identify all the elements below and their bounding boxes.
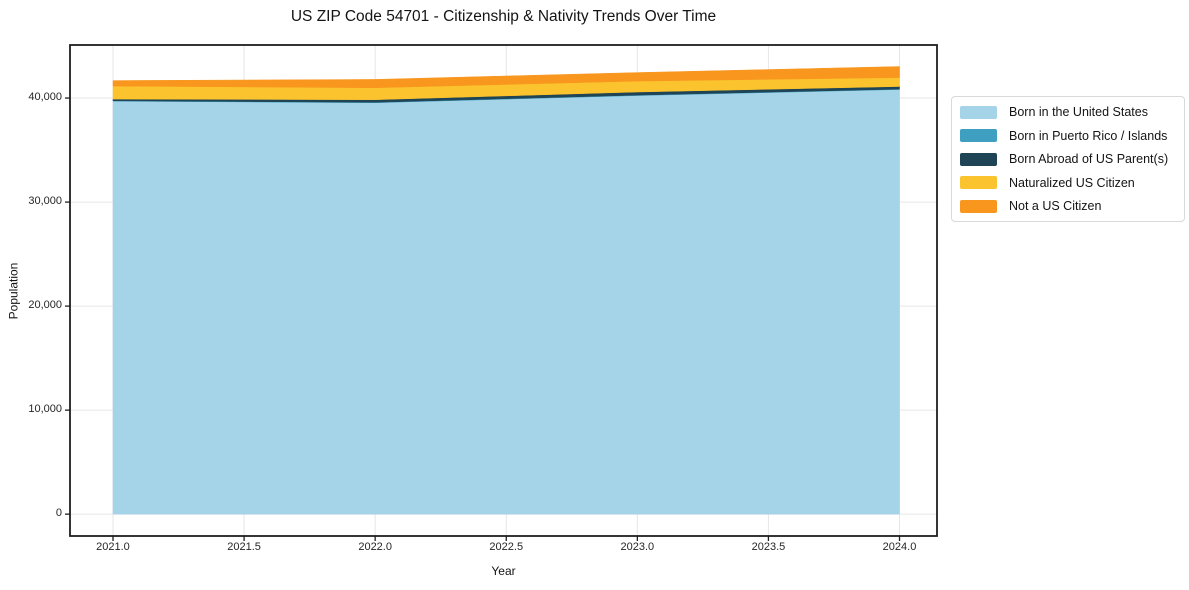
x-tick-label: 2022.0 [358,541,392,553]
legend-item-label: Born Abroad of US Parent(s) [1009,152,1169,166]
chart-title: US ZIP Code 54701 - Citizenship & Nativi… [290,8,717,25]
y-tick-label: 40,000 [28,91,62,104]
x-axis-label: Year [491,564,516,578]
legend-swatch-icon [960,199,997,213]
y-axis-label: Population [6,262,20,319]
plot-area [65,44,938,541]
area-series-4 [112,66,900,89]
legend-item-label: Naturalized US Citizen [1009,175,1135,190]
x-tick-label: 2021.0 [96,541,130,553]
y-tick-label: 0 [55,507,62,520]
y-tick-label: 10,000 [28,403,62,416]
area-series-0 [112,89,900,515]
legend-item: Naturalized US Citizen [960,176,1176,190]
legend-item-label: Born in the United States [1009,105,1148,119]
legend-item-label: Not a US Citizen [1009,199,1102,213]
x-tick-label: 2022.5 [489,541,524,553]
x-tick-label: 2021.5 [227,541,261,553]
x-tick-label: 2023.5 [751,541,786,553]
x-tick-label: 2024.0 [882,541,917,553]
legend-item: Born in Puerto Rico / Islands [960,129,1176,143]
legend-item: Born Abroad of US Parent(s) [960,152,1176,166]
legend-item: Born in the United States [960,105,1176,119]
legend-swatch-icon [960,176,997,189]
legend-item-label: Born in Puerto Rico / Islands [1009,128,1168,143]
y-tick-label: 30,000 [28,195,62,208]
legend-item: Not a US Citizen [960,199,1176,213]
legend-swatch-icon [960,129,997,142]
x-tick-label: 2023.0 [620,541,655,553]
y-tick-label: 20,000 [28,299,62,312]
axes-frame [69,44,938,537]
legend-swatch-icon [960,152,997,166]
legend: Born in the United States Born in Puerto … [951,96,1185,222]
legend-swatch-icon [960,105,997,119]
